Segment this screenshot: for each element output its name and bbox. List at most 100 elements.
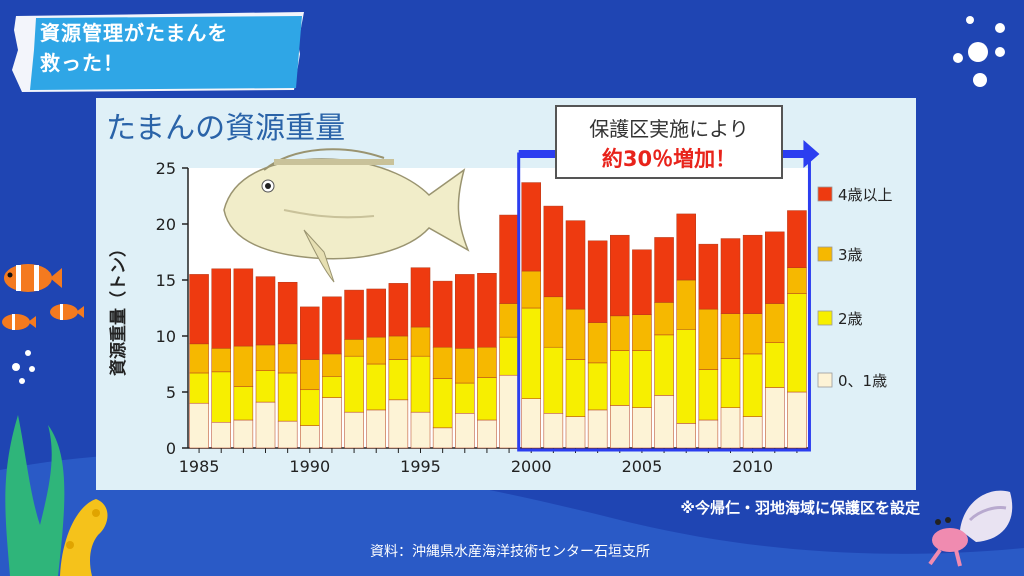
sparkle-dots-icon <box>953 16 1005 87</box>
bar-segment <box>277 372 298 422</box>
bar-segment <box>543 296 564 348</box>
bar-segment <box>610 315 630 351</box>
bar-segment <box>587 240 608 323</box>
bar-segment <box>255 401 276 449</box>
y-tick-label: 15 <box>156 271 176 290</box>
bar-segment <box>654 302 674 336</box>
bar-segment <box>720 358 741 408</box>
bar-segment <box>233 345 254 387</box>
bar-segment <box>322 353 342 377</box>
bar-segment <box>189 343 209 374</box>
bar-segment <box>565 416 586 449</box>
bar-segment <box>189 372 209 404</box>
legend-swatch <box>817 246 833 262</box>
title-banner <box>12 12 304 92</box>
bar-segment <box>233 268 254 347</box>
bar-segment <box>521 398 541 449</box>
x-tick-label: 2005 <box>622 457 663 476</box>
bar-segment <box>698 419 719 449</box>
chart-title: たまんの資源重量 <box>106 111 345 146</box>
bar-segment <box>477 273 497 348</box>
chart-panel: たまんの資源重量 0 5 10 15 20 25 資源重量（トン） 1985 1990 1995 20… <box>96 98 916 490</box>
bar-segment <box>432 280 453 348</box>
callout-box <box>555 105 783 179</box>
bar-segment <box>189 402 209 449</box>
bar-segment <box>455 382 475 414</box>
bar-segment <box>366 363 386 411</box>
bar-segment <box>300 425 320 449</box>
bar-segment <box>720 407 741 449</box>
bar-segment <box>300 359 320 391</box>
bar-segment <box>344 289 364 340</box>
bar-segment <box>233 386 254 421</box>
legend-swatch <box>817 186 833 202</box>
bar-segment <box>742 313 763 355</box>
stacked-bar-chart: たまんの資源重量 0 5 10 15 20 25 資源重量（トン） 1985 1990 1995 20… <box>106 105 893 476</box>
x-tick-label: 1995 <box>400 457 441 476</box>
bar-segment <box>477 346 497 378</box>
legend-swatch <box>817 372 833 388</box>
y-tick-label: 25 <box>156 159 176 178</box>
x-tick-label: 2010 <box>732 457 773 476</box>
source-credit: 資料：沖縄県水産海洋技術センター石垣支所 <box>370 544 650 560</box>
protected-area-note: ※今帰仁・羽地海域に保護区を設定 <box>680 499 920 517</box>
bar-segment <box>277 281 298 345</box>
bar-segment <box>410 355 431 413</box>
fish-illustration-icon <box>223 148 470 283</box>
bar-segment <box>543 346 564 414</box>
bar-segment <box>211 371 231 423</box>
bar-segment <box>455 413 475 449</box>
clownfish-icon <box>2 264 84 330</box>
bar-segment <box>388 335 409 360</box>
legend-label: 4歳以上 <box>838 186 893 204</box>
bar-segment <box>211 421 231 449</box>
bar-segment <box>787 210 807 268</box>
bar-segment <box>410 411 431 449</box>
bar-segment <box>211 348 231 373</box>
bar-segment <box>698 243 719 310</box>
bar-segment <box>632 350 652 408</box>
y-tick-label: 10 <box>156 327 176 346</box>
bar-segment <box>499 303 519 338</box>
bar-segment <box>432 346 453 379</box>
bar-segment <box>742 353 763 417</box>
bar-segment <box>255 276 276 346</box>
bar-segment <box>720 238 741 314</box>
bar-segment <box>388 283 409 337</box>
bar-segment <box>654 237 674 303</box>
bar-segment <box>322 296 342 355</box>
bar-segment <box>477 419 497 449</box>
bar-segment <box>499 374 519 449</box>
bar-segment <box>765 387 785 449</box>
bar-segment <box>698 308 719 370</box>
bar-segment <box>521 182 541 272</box>
legend-label: 3歳 <box>838 246 863 264</box>
bubbles-icon <box>12 350 35 384</box>
bar-segment <box>432 378 453 429</box>
bar-segment <box>277 420 298 449</box>
bar-segment <box>765 342 785 388</box>
bar-segment <box>632 314 652 351</box>
bar-segment <box>300 306 320 360</box>
x-tick-label: 1985 <box>179 457 220 476</box>
bar-segment <box>610 350 630 406</box>
bar-segment <box>742 234 763 314</box>
bar-segment <box>787 391 807 449</box>
bar-segment <box>632 249 652 315</box>
bar-segment <box>366 288 386 338</box>
bar-segment <box>676 329 696 424</box>
bar-segment <box>610 234 630 317</box>
bar-segment <box>587 322 608 364</box>
y-tick-label: 5 <box>166 383 176 402</box>
bar-segment <box>676 213 696 281</box>
legend-label: 2歳 <box>838 310 863 328</box>
bar-segment <box>366 336 386 365</box>
bar-segment <box>632 407 652 449</box>
bar-segment <box>587 362 608 411</box>
bar-segment <box>654 395 674 449</box>
y-axis-label: 資源重量（トン） <box>108 240 129 376</box>
bar-segment <box>344 411 364 449</box>
bar-segment <box>189 274 209 345</box>
bar-segment <box>765 303 785 343</box>
bar-segment <box>698 369 719 421</box>
